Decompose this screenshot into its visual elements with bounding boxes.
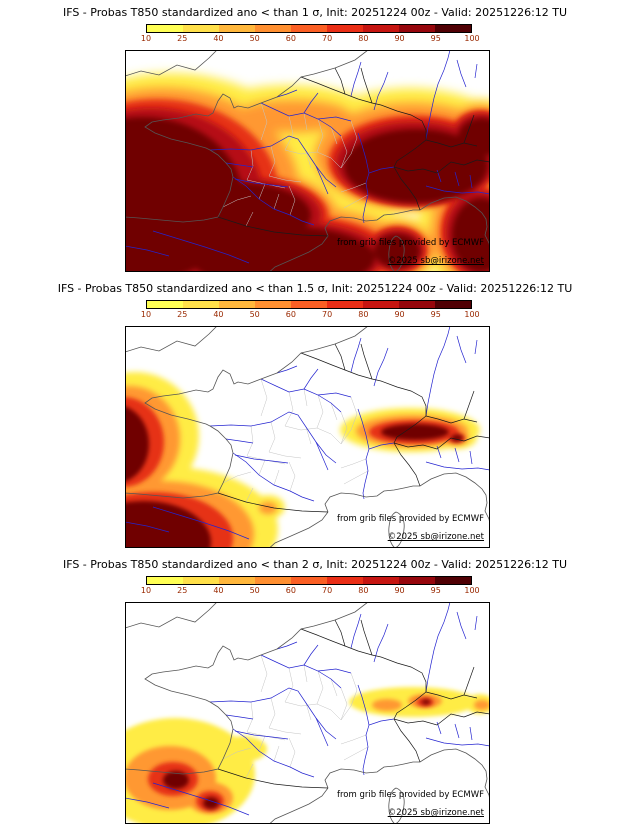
colorbar-tick: 95	[430, 34, 441, 43]
colorbar-segment	[183, 301, 219, 308]
colorbar-tick: 80	[358, 34, 369, 43]
colorbar-segment	[291, 577, 327, 584]
colorbar-tick: 25	[177, 310, 188, 319]
colorbar-tick: 10	[140, 310, 152, 319]
copyright-link[interactable]: ©2025 sb@irizone.net	[387, 532, 484, 542]
colorbar-tick: 50	[249, 586, 260, 595]
colorbar-tick: 40	[213, 310, 224, 319]
panel-title: IFS - Probas T850 standardized ano < tha…	[57, 282, 573, 295]
probability-shading	[125, 687, 490, 824]
panel-prob-1-5sigma: IFS - Probas T850 standardized ano < tha…	[0, 276, 630, 552]
colorbar-segment	[435, 577, 471, 584]
colorbar-tick: 95	[430, 310, 441, 319]
colorbar-segment	[255, 301, 291, 308]
colorbar-segment	[399, 25, 435, 32]
colorbar-segment	[399, 577, 435, 584]
colorbar-tick: 70	[322, 34, 333, 43]
colorbar-tick: 100	[464, 34, 480, 43]
colorbar-segment	[327, 301, 363, 308]
colorbar-tick: 90	[394, 310, 405, 319]
colorbar-tick: 25	[177, 34, 188, 43]
colorbar-tick: 80	[358, 310, 369, 319]
copyright-link[interactable]: ©2025 sb@irizone.net	[387, 808, 484, 818]
colorbar-tick: 40	[213, 34, 224, 43]
colorbar-segment	[291, 25, 327, 32]
colorbar-segment	[219, 577, 255, 584]
ecmwf-credit: from grib files provided by ECMWF	[337, 514, 484, 524]
colorbar-ticks: 10 25 40 50 60 70 80 90 95 100	[141, 309, 480, 320]
colorbar-ticks: 10 25 40 50 60 70 80 90 95 100	[141, 33, 480, 44]
colorbar-tick: 10	[140, 34, 152, 43]
colorbar-segment	[435, 301, 471, 308]
colorbar-segment	[255, 25, 291, 32]
colorbar-gradient	[146, 576, 472, 585]
probability-colorbar: 10 25 40 50 60 70 80 90 95 100	[141, 300, 480, 322]
colorbar-segment	[327, 577, 363, 584]
colorbar-segment	[147, 577, 183, 584]
colorbar-segment	[255, 577, 291, 584]
colorbar-tick: 100	[464, 310, 480, 319]
map-france-1-5sigma: from grib files provided by ECMWF ©2025 …	[125, 326, 490, 548]
colorbar-segment	[435, 25, 471, 32]
colorbar-tick: 90	[394, 34, 405, 43]
probability-shading	[125, 73, 490, 272]
colorbar-tick: 10	[140, 586, 152, 595]
colorbar-tick: 80	[358, 586, 369, 595]
panel-prob-1sigma: IFS - Probas T850 standardized ano < tha…	[0, 0, 630, 276]
colorbar-segment	[183, 577, 219, 584]
ecmwf-credit: from grib files provided by ECMWF	[337, 790, 484, 800]
colorbar-tick: 25	[177, 586, 188, 595]
panel-title: IFS - Probas T850 standardized ano < tha…	[62, 6, 568, 19]
map-canvas	[125, 50, 490, 272]
colorbar-segment	[183, 25, 219, 32]
colorbar-tick: 90	[394, 586, 405, 595]
probability-colorbar: 10 25 40 50 60 70 80 90 95 100	[141, 576, 480, 598]
colorbar-segment	[147, 25, 183, 32]
map-france-1sigma: from grib files provided by ECMWF ©2025 …	[125, 50, 490, 272]
colorbar-segment	[399, 301, 435, 308]
colorbar-tick: 50	[249, 34, 260, 43]
map-canvas	[125, 602, 490, 824]
colorbar-tick: 95	[430, 586, 441, 595]
colorbar-tick: 70	[322, 586, 333, 595]
colorbar-gradient	[146, 24, 472, 33]
colorbar-ticks: 10 25 40 50 60 70 80 90 95 100	[141, 585, 480, 596]
panel-prob-2sigma: IFS - Probas T850 standardized ano < tha…	[0, 552, 630, 828]
colorbar-segment	[219, 25, 255, 32]
colorbar-tick: 50	[249, 310, 260, 319]
colorbar-tick: 40	[213, 586, 224, 595]
probability-shading	[125, 372, 480, 548]
colorbar-segment	[291, 301, 327, 308]
ecmwf-credit: from grib files provided by ECMWF	[337, 238, 484, 248]
colorbar-segment	[219, 301, 255, 308]
colorbar-tick: 70	[322, 310, 333, 319]
colorbar-tick: 60	[285, 310, 296, 319]
colorbar-tick: 60	[285, 34, 296, 43]
colorbar-tick: 100	[464, 586, 480, 595]
copyright-link[interactable]: ©2025 sb@irizone.net	[387, 256, 484, 266]
colorbar-segment	[363, 301, 399, 308]
colorbar-segment	[147, 301, 183, 308]
colorbar-gradient	[146, 300, 472, 309]
panel-title: IFS - Probas T850 standardized ano < tha…	[62, 558, 568, 571]
colorbar-segment	[327, 25, 363, 32]
map-canvas	[125, 326, 490, 548]
colorbar-segment	[363, 25, 399, 32]
probability-colorbar: 10 25 40 50 60 70 80 90 95 100	[141, 24, 480, 46]
map-france-2sigma: from grib files provided by ECMWF ©2025 …	[125, 602, 490, 824]
colorbar-segment	[363, 577, 399, 584]
colorbar-tick: 60	[285, 586, 296, 595]
